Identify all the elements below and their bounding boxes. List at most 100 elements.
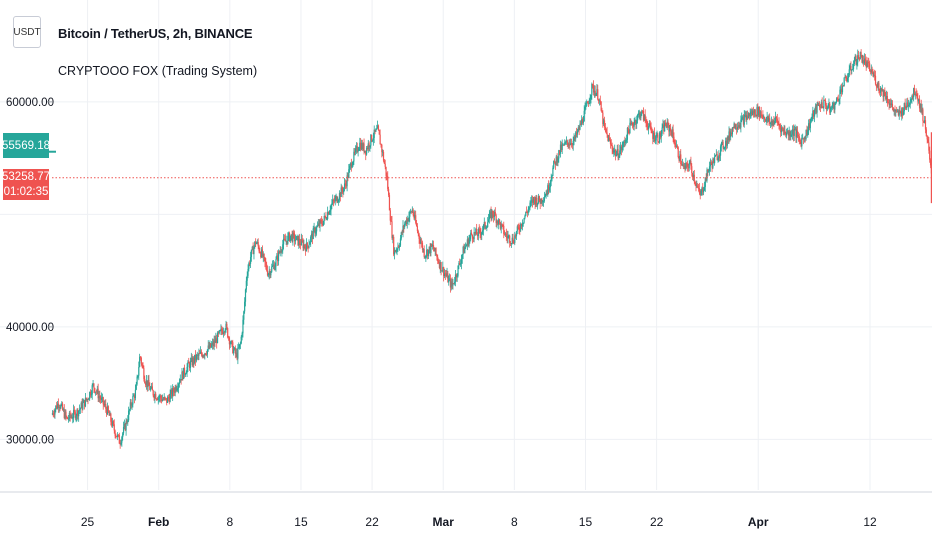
candle-body: [667, 121, 669, 125]
candle-body: [495, 215, 497, 224]
candle-body: [387, 176, 389, 190]
candle-body: [169, 393, 171, 402]
candle-body: [264, 257, 266, 263]
candle-body: [576, 130, 579, 135]
candle-body: [115, 435, 117, 437]
candle-body: [773, 120, 775, 125]
candle-body: [288, 232, 290, 236]
candle-body: [686, 162, 688, 164]
candle-body: [383, 160, 385, 164]
candle-body: [437, 261, 440, 263]
candle-body: [657, 134, 659, 142]
candle-body: [391, 221, 393, 238]
candle-body: [216, 332, 219, 344]
candle-body: [519, 230, 521, 231]
candle-body: [155, 398, 158, 400]
candle-body: [89, 391, 92, 396]
candle-body: [864, 58, 866, 62]
candle-body: [126, 421, 128, 423]
candle-body: [283, 238, 285, 245]
candle-body: [107, 406, 109, 412]
candle-body: [408, 216, 410, 222]
candle-body: [86, 398, 88, 401]
candle-body: [421, 242, 424, 250]
candle-body: [701, 187, 703, 191]
candle-body: [362, 143, 364, 150]
candle-body: [720, 143, 722, 147]
candle-body: [796, 130, 798, 138]
candle-body: [246, 275, 248, 281]
candle-body: [929, 150, 931, 160]
candle-body: [343, 183, 346, 188]
candle-body: [542, 201, 544, 203]
candle-body: [928, 142, 930, 151]
candle-body: [831, 107, 833, 108]
candle-body: [530, 201, 532, 203]
candle-body: [472, 238, 474, 240]
candle-body: [623, 142, 625, 143]
candle-body: [714, 155, 717, 157]
candle-body: [389, 210, 391, 221]
candle-body: [705, 178, 707, 181]
candle-body: [514, 235, 516, 243]
candle-body: [581, 119, 584, 123]
candle-body: [454, 281, 456, 284]
symbol-title[interactable]: Bitcoin / TetherUS, 2h, BINANCE: [58, 26, 253, 41]
candle-body: [443, 267, 445, 277]
candle-body: [184, 374, 186, 375]
candle-body: [629, 122, 631, 134]
candle-body: [197, 354, 199, 356]
candle-body: [360, 143, 363, 150]
candle-body: [340, 187, 342, 198]
candle-body: [571, 144, 573, 146]
candle-body: [568, 144, 570, 146]
candle-body: [374, 129, 376, 132]
candle-body: [700, 190, 702, 196]
candle-body: [554, 161, 557, 165]
candle-body: [411, 209, 413, 213]
candle-body: [128, 409, 131, 411]
candle-body: [186, 367, 188, 374]
candle-body: [144, 383, 147, 385]
candle-body: [819, 107, 822, 109]
candle-body: [721, 141, 723, 144]
candle-body: [830, 108, 832, 113]
candle-body: [915, 93, 917, 95]
candle-body: [56, 405, 58, 409]
candle-body: [325, 216, 327, 220]
price-scale-label: 60000.00: [6, 97, 54, 109]
candle-body: [201, 354, 203, 358]
candle-body: [758, 106, 760, 116]
currency-badge[interactable]: USDT: [13, 16, 41, 48]
candle-body: [333, 200, 336, 202]
candle-body: [205, 354, 208, 356]
candle-body: [373, 129, 375, 138]
candle-body: [98, 396, 100, 399]
candle-body: [485, 227, 487, 229]
candle-body: [111, 421, 114, 426]
candle-body: [371, 140, 374, 142]
candle-body: [676, 145, 678, 148]
indicator-name[interactable]: CRYPTOOO FOX (Trading System): [58, 64, 258, 78]
candle-body: [521, 224, 524, 227]
candle-body: [196, 354, 198, 356]
candle-body: [150, 388, 152, 390]
candle-body: [122, 426, 125, 434]
candle-body: [282, 244, 284, 251]
candle-body: [784, 130, 786, 134]
candle-body: [136, 376, 138, 385]
candle-body: [183, 367, 185, 380]
candle-body: [177, 383, 180, 388]
candle-body: [543, 197, 546, 201]
candle-body: [176, 388, 178, 391]
candle-body: [813, 110, 815, 117]
candle-body: [802, 138, 805, 140]
candle-body: [861, 55, 863, 63]
candle-body: [192, 358, 194, 366]
candle-body: [74, 411, 76, 419]
candle-body: [276, 255, 278, 260]
candle-body: [708, 171, 710, 172]
candle-body: [825, 105, 828, 110]
candle-body: [456, 275, 458, 278]
